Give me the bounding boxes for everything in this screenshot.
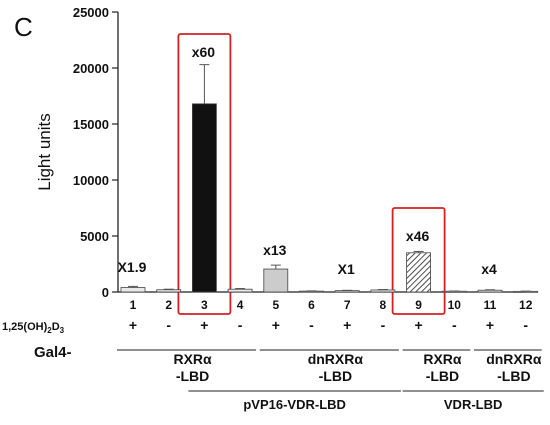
x-tick-label: 7 (344, 298, 351, 312)
bar-annotation: X1 (338, 261, 355, 277)
group-label: dnRXRα (308, 351, 364, 367)
bar-annotation: X1.9 (118, 259, 147, 275)
treatment-sign: - (523, 317, 528, 333)
x-tick-label: 12 (519, 298, 533, 312)
treatment-sign: - (309, 317, 314, 333)
y-axis-label: Light units (35, 113, 54, 191)
highlight-boxes (177, 33, 446, 315)
x-tick-label: 8 (380, 298, 387, 312)
bar (406, 252, 432, 293)
construct-supergroups: pVP16-VDR-LBD VDR-LBD (188, 390, 544, 412)
y-tick-label: 20000 (73, 61, 109, 76)
treatment-sign: + (129, 317, 137, 333)
treatment-label-sub: 2 (47, 326, 52, 335)
gal4-label: Gal4- (34, 344, 72, 361)
x-tick-label: 1 (130, 298, 137, 312)
y-tick-label: 0 (102, 285, 109, 300)
treatment-sign: + (415, 317, 423, 333)
treatment-sign: - (238, 317, 243, 333)
treatment-label-main: 1,25(OH) (2, 321, 48, 333)
y-tick-label: 10000 (73, 173, 109, 188)
x-tick-label: 4 (237, 298, 244, 312)
treatment-label: 1,25(OH)2D3 (2, 321, 65, 335)
treatment-sign: - (166, 317, 171, 333)
treatment-sign: + (272, 317, 280, 333)
bar-annotation: x13 (263, 242, 287, 258)
treatment-signs: + - + - + - + - + - + - (129, 317, 528, 333)
x-tick-label: 3 (201, 298, 208, 312)
bar (263, 268, 289, 293)
panel-label: C (14, 12, 33, 42)
x-tick-label: 11 (484, 298, 497, 312)
bar-annotation: x4 (481, 261, 497, 277)
bar (156, 289, 182, 293)
x-tick-label: 10 (448, 298, 462, 312)
x-tick-label: 2 (165, 298, 172, 312)
treatment-sign: + (486, 317, 494, 333)
annotations: X1.9 x60 x13 X1 x46 x4 (118, 44, 497, 277)
bar (477, 289, 503, 293)
treatment-label-mid: D (52, 321, 60, 333)
highlight-box (391, 207, 446, 315)
group-label: RXRα (423, 351, 462, 367)
bar (334, 290, 360, 293)
bar (120, 287, 146, 293)
bar (227, 288, 253, 293)
treatment-sign: + (343, 317, 351, 333)
bars (120, 64, 539, 293)
y-tick-label: 5000 (80, 229, 109, 244)
group-label: -LBD (319, 368, 352, 384)
y-ticks: 0 5000 10000 15000 20000 25000 (73, 5, 118, 300)
group-label: -LBD (426, 368, 459, 384)
y-tick-label: 25000 (73, 5, 109, 20)
treatment-sign: - (452, 317, 457, 333)
highlight-box (177, 33, 232, 315)
x-tick-label: 5 (272, 298, 279, 312)
supergroup-label: pVP16-VDR-LBD (243, 397, 346, 412)
bar (191, 103, 217, 293)
supergroup-label: VDR-LBD (444, 397, 503, 412)
x-tick-label: 6 (308, 298, 315, 312)
treatment-sign: - (381, 317, 386, 333)
bar-annotation: x46 (406, 228, 430, 244)
treatment-sign: + (200, 317, 208, 333)
bar-annotation: x60 (192, 44, 216, 60)
group-label: -LBD (176, 368, 209, 384)
treatment-label-sub: 3 (60, 326, 65, 335)
group-label: dnRXRα (486, 351, 542, 367)
x-tick-label: 9 (415, 298, 422, 312)
y-tick-label: 15000 (73, 117, 109, 132)
group-label: -LBD (497, 368, 530, 384)
group-label: RXRα (173, 351, 212, 367)
x-tick-labels: 1 2 3 4 5 6 7 8 9 10 11 12 (130, 298, 533, 312)
bar (370, 289, 396, 293)
